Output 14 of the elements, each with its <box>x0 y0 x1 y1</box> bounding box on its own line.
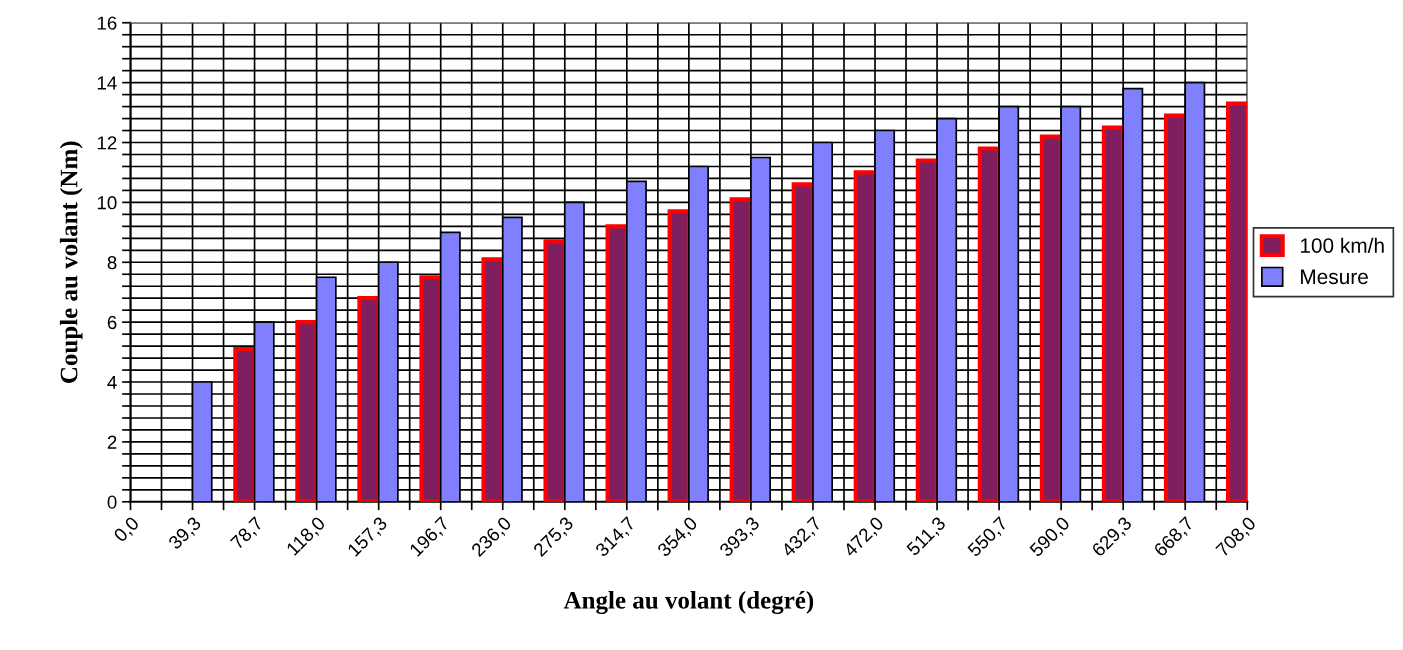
y-tick-label: 0 <box>107 495 117 509</box>
legend-label: 100 km/h <box>1300 237 1384 253</box>
y-tick-label: 8 <box>107 255 117 270</box>
legend-label: Mesure <box>1301 269 1368 285</box>
y-tick-label: 16 <box>97 16 117 30</box>
y-axis-title: Couple au volant (Nm) <box>59 141 83 383</box>
y-tick-label: 2 <box>107 435 117 449</box>
x-axis-title: Angle au volant (degré) <box>563 591 814 614</box>
y-tick-label: 10 <box>97 196 117 210</box>
y-tick-label: 6 <box>107 315 117 330</box>
y-tick-label: 14 <box>97 76 117 90</box>
x-tick-label: 0,0 <box>112 515 142 545</box>
y-tick-label: 12 <box>97 136 117 150</box>
y-tick-label: 4 <box>107 375 117 389</box>
